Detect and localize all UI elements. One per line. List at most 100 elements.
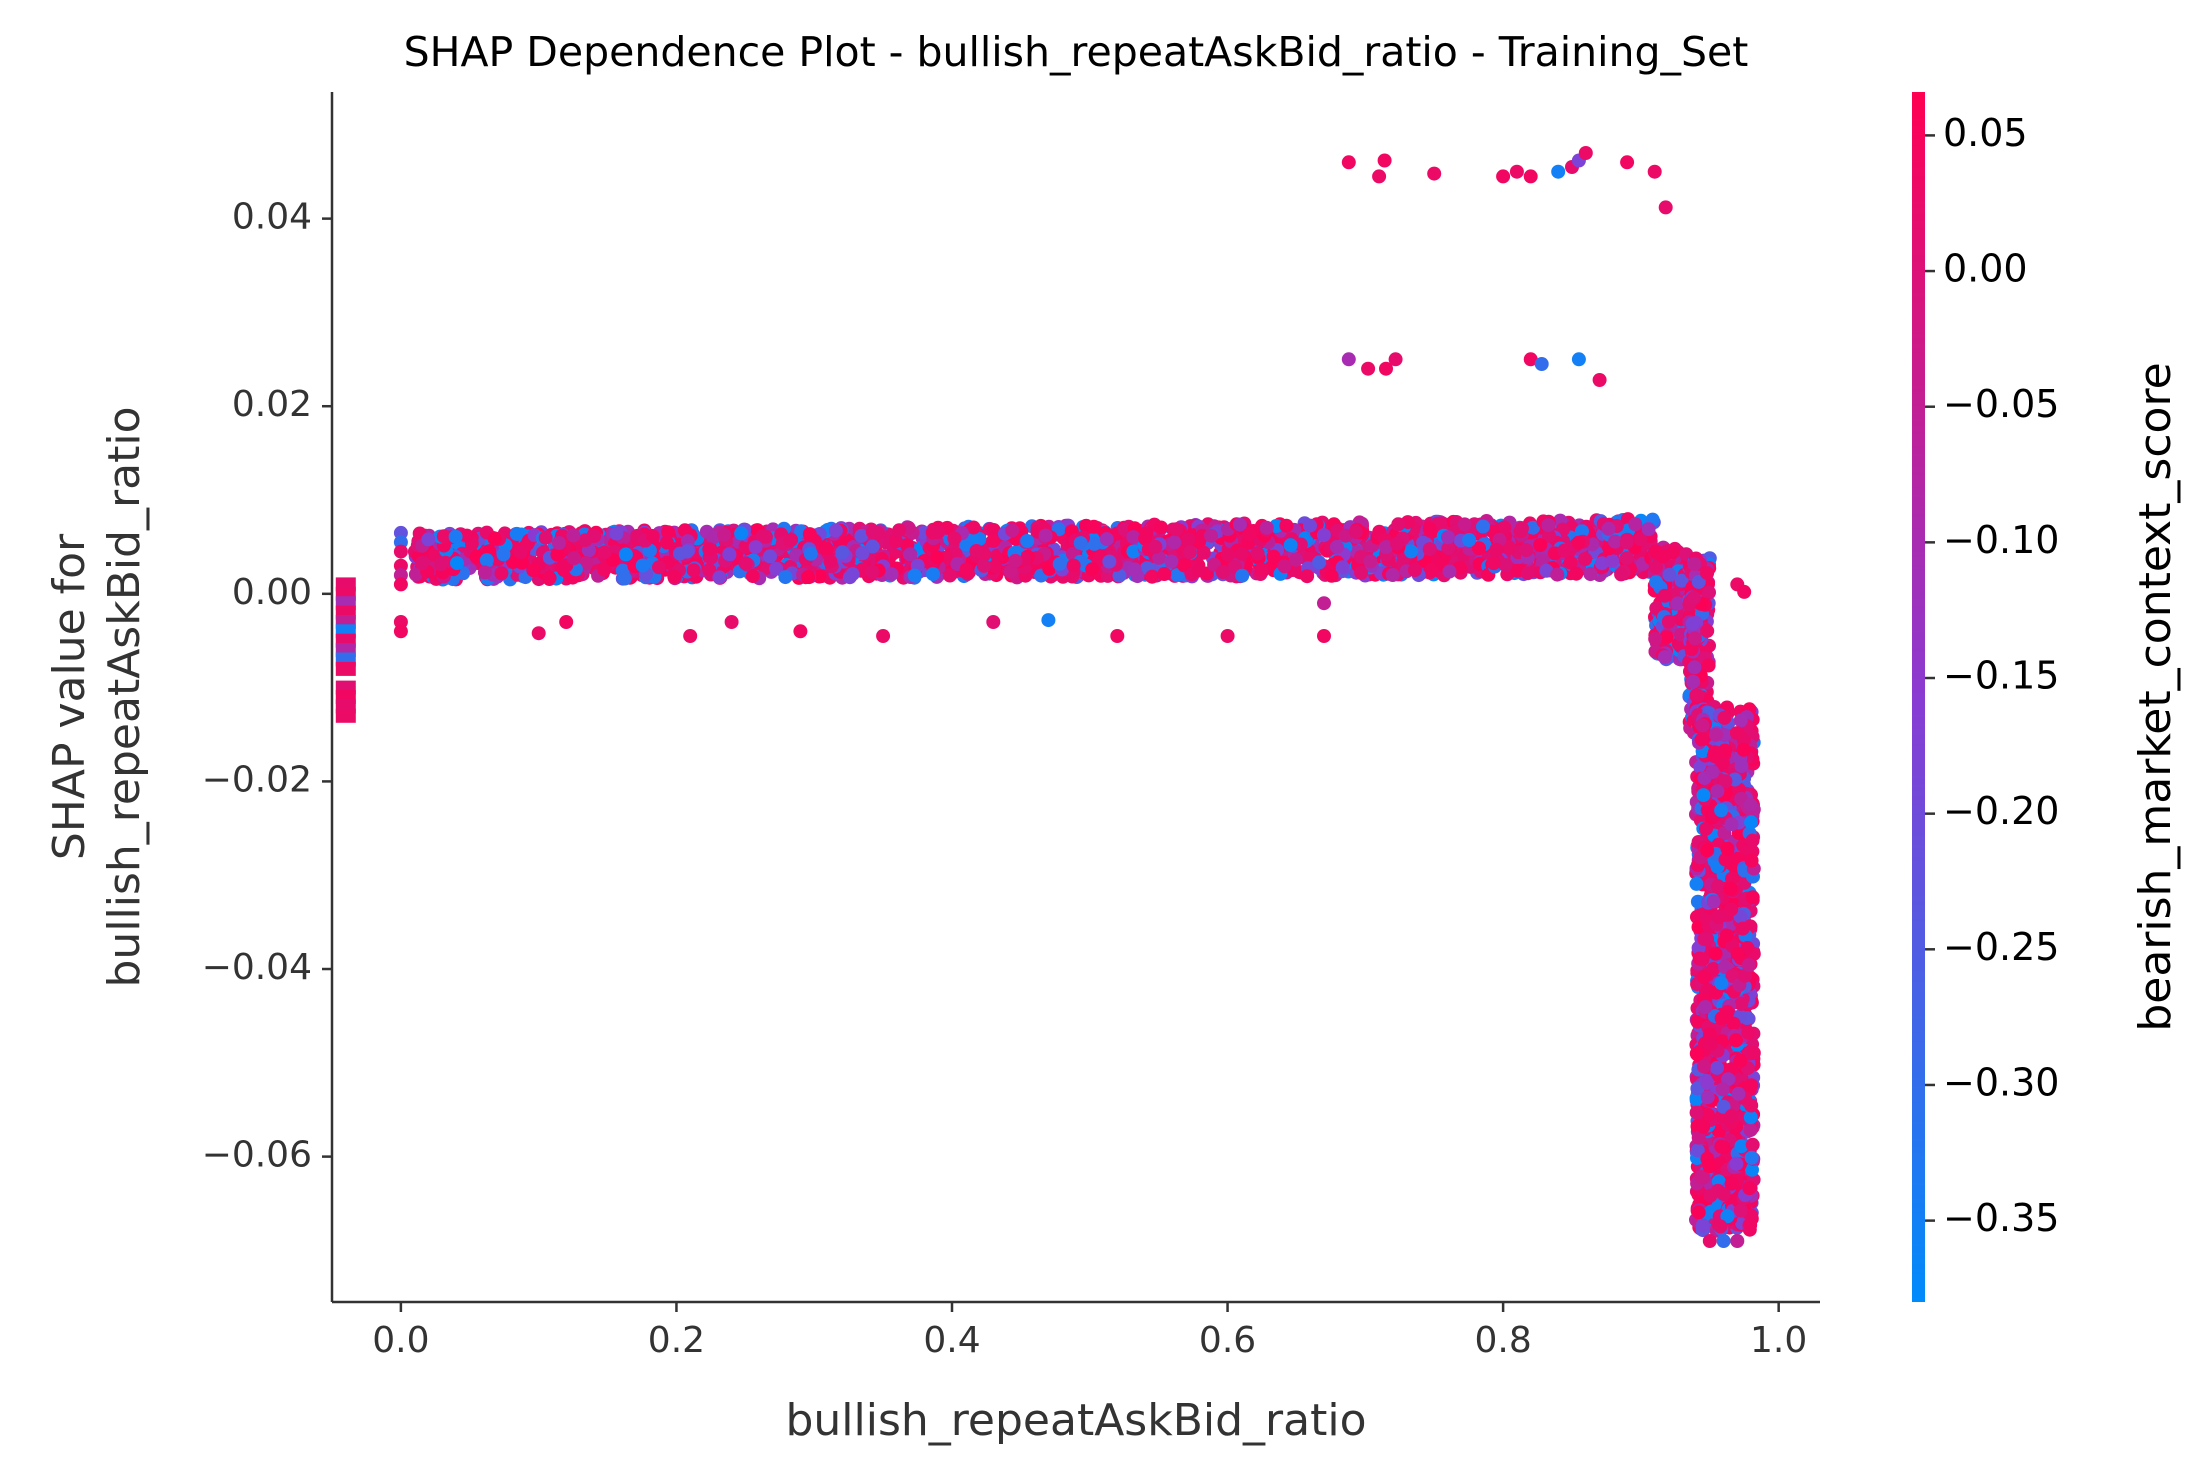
colorbar <box>1912 92 1925 1302</box>
scatter-point <box>1674 573 1689 588</box>
scatter-point <box>1601 521 1616 536</box>
scatter-point <box>1691 574 1706 589</box>
scatter-point <box>1726 1016 1741 1031</box>
scatter-point <box>1523 352 1538 367</box>
scatter-point <box>617 571 632 586</box>
scatter-point <box>1041 613 1056 628</box>
scatter-point <box>1745 890 1760 905</box>
scatter-point <box>1696 1059 1711 1074</box>
scatter-point <box>926 567 940 582</box>
scatter-point <box>1453 560 1467 575</box>
scatter-point <box>1551 164 1566 179</box>
scatter-point <box>1661 614 1676 629</box>
chart-title: SHAP Dependence Plot - bullish_repeatAsk… <box>404 28 1749 76</box>
y-tick-label: 0.04 <box>232 197 312 238</box>
scatter-point <box>1112 568 1127 583</box>
scatter-point <box>1731 1086 1746 1101</box>
scatter-point <box>393 624 408 639</box>
scatter-point <box>855 546 870 561</box>
scatter-point <box>1250 546 1265 561</box>
scatter-point <box>1701 658 1716 673</box>
scatter-point <box>1641 522 1656 537</box>
scatter-point <box>1709 727 1724 742</box>
scatter-point <box>1138 531 1153 546</box>
scatter-point <box>1005 523 1020 538</box>
scatter-point <box>506 555 520 569</box>
scatter-point <box>1110 629 1125 643</box>
scatter-point <box>1733 713 1748 728</box>
scatter-point <box>1690 1047 1705 1062</box>
scatter-point <box>1702 1234 1717 1248</box>
scatter-point <box>1718 852 1733 867</box>
scatter-point <box>1073 536 1088 551</box>
scatter-point <box>1691 1130 1706 1145</box>
scatter-point <box>1743 1218 1758 1232</box>
scatter-point <box>1433 516 1448 531</box>
scatter-point <box>959 562 974 577</box>
scatter-point <box>1698 1000 1713 1014</box>
scatter-point <box>1620 155 1635 170</box>
scatter-point <box>587 529 602 543</box>
scatter-point <box>1099 532 1114 547</box>
scatter-point <box>477 565 492 580</box>
scatter-point <box>1126 530 1141 545</box>
colorbar-tick-label: 0.00 <box>1943 247 2028 291</box>
scatter-point <box>1242 527 1257 542</box>
scatter-point <box>1523 169 1538 184</box>
scatter-point <box>1711 910 1726 924</box>
scatter-point <box>1706 894 1721 909</box>
scatter-point <box>745 569 760 584</box>
scatter-point <box>683 629 698 643</box>
scatter-point <box>1407 563 1422 577</box>
scatter-point <box>1550 567 1565 582</box>
scatter-point <box>1020 534 1035 548</box>
scatter-point <box>1372 169 1387 184</box>
scatter-point <box>542 570 557 585</box>
scatter-point <box>1694 732 1709 747</box>
colorbar-tick-label: −0.20 <box>1943 789 2059 833</box>
scatter-point <box>579 556 594 570</box>
scatter-point <box>1497 520 1512 535</box>
scatter-point <box>1741 1025 1756 1040</box>
scatter-point <box>1706 748 1721 763</box>
scatter-point <box>1730 726 1744 741</box>
x-tick-label: 0.6 <box>1199 1320 1256 1361</box>
scatter-point <box>758 529 773 544</box>
x-tick-label: 0.8 <box>1474 1320 1531 1361</box>
scatter-point <box>1734 996 1749 1011</box>
scatter-point <box>1720 841 1735 856</box>
scatter-point <box>479 553 494 568</box>
scatter-point <box>1569 566 1584 581</box>
scatter-point <box>686 563 701 578</box>
scatter-point <box>1702 1159 1717 1174</box>
scatter-point <box>550 547 565 562</box>
scatter-point <box>1693 760 1708 775</box>
scatter-point <box>1743 797 1758 812</box>
scatter-point <box>1697 932 1712 947</box>
scatter-point <box>1498 558 1513 573</box>
scatter-point <box>884 567 899 582</box>
x-tick-label: 0.2 <box>648 1320 705 1361</box>
scatter-point <box>1723 881 1738 896</box>
scatter-point <box>1708 946 1723 961</box>
scatter-point <box>1575 524 1589 539</box>
scatter-point <box>450 556 464 571</box>
scatter-point <box>408 567 423 582</box>
scatter-point <box>659 535 674 550</box>
scatter-point <box>1377 153 1392 168</box>
scatter-point <box>526 563 541 578</box>
scatter-point <box>1534 357 1549 371</box>
scatter-point <box>1685 616 1700 631</box>
scatter-point <box>1714 1011 1729 1026</box>
scatter-point <box>1689 1105 1704 1120</box>
y-tick-label: −0.04 <box>202 947 312 988</box>
scatter-point <box>1317 629 1331 643</box>
scatter-point <box>1649 575 1664 590</box>
scatter-point <box>436 529 451 544</box>
scatter-point <box>1533 538 1548 552</box>
scatter-point <box>597 545 612 560</box>
scatter-point <box>1694 1169 1709 1184</box>
scatter-point <box>1385 568 1400 582</box>
scatter-point <box>1422 521 1437 536</box>
